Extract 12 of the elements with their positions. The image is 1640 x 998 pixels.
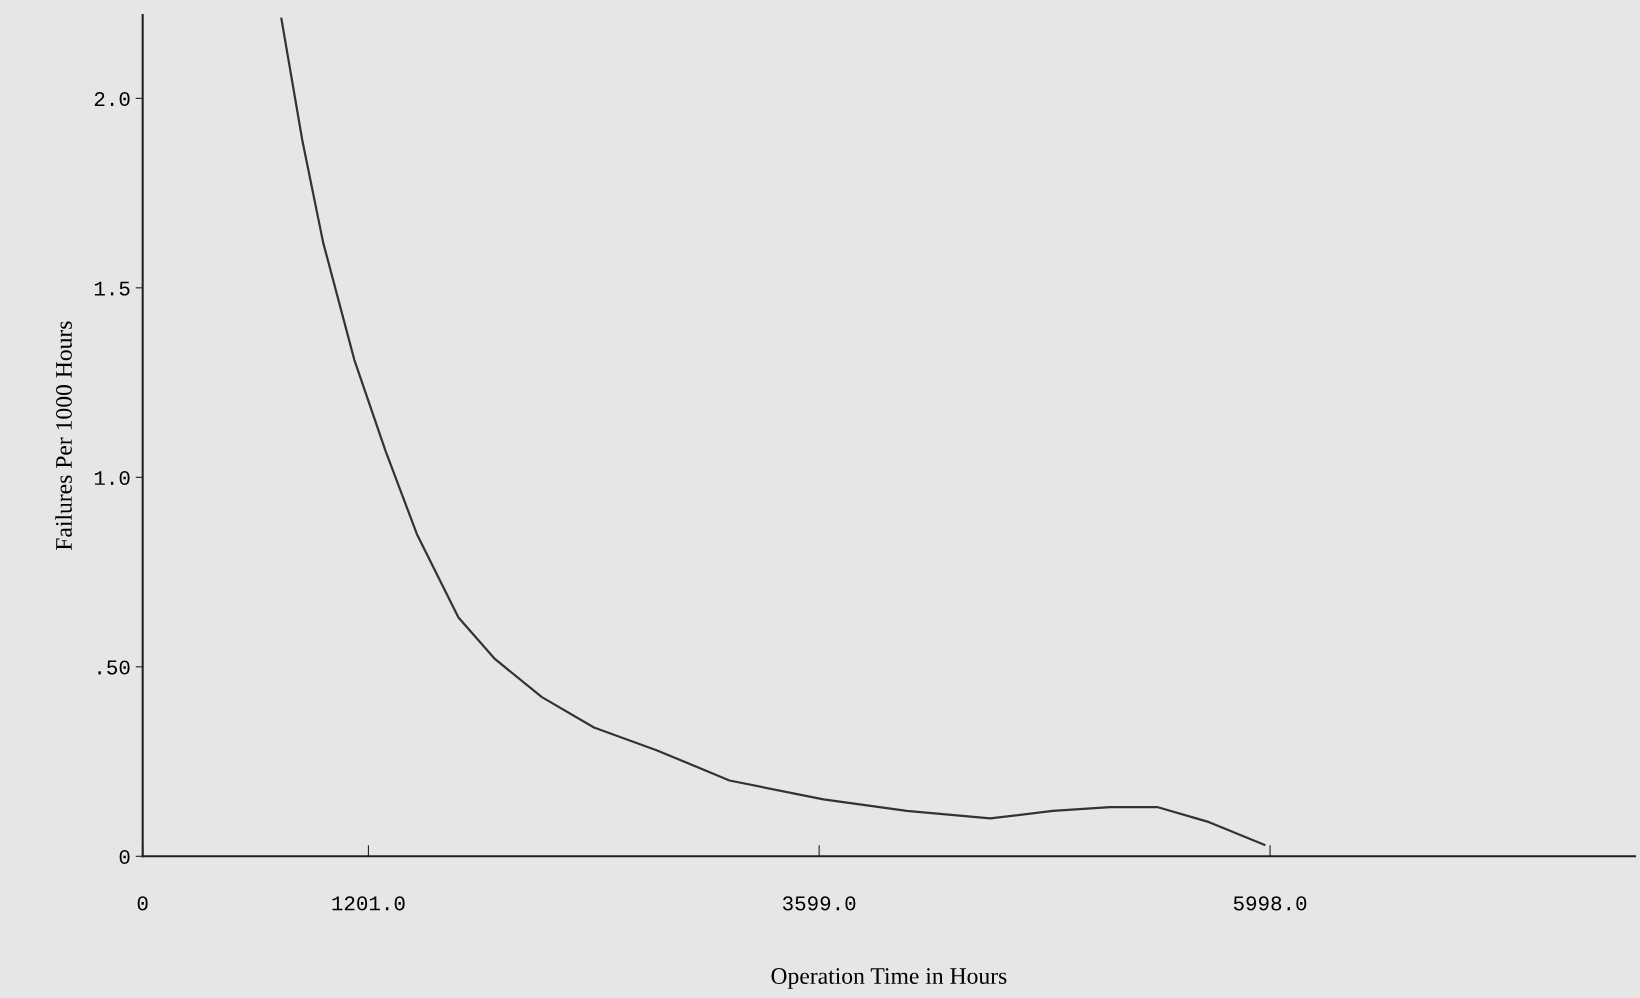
- x-axis-title: Operation Time in Hours: [771, 968, 1007, 989]
- y-tick-label: 1.5: [94, 281, 130, 296]
- y-axis-title: Failures Per 1000 Hours: [55, 321, 72, 551]
- y-tick-label: 1.0: [94, 470, 130, 486]
- x-tick-label: 5998.0: [1233, 896, 1307, 911]
- x-tick-label: 3599.0: [782, 896, 856, 911]
- line-series: [280, 17, 1266, 847]
- x-tick-label: 1201.0: [332, 896, 405, 911]
- x-tick-label: 0: [137, 896, 148, 911]
- y-tick-label: 2.0: [94, 91, 130, 107]
- y-tick-label: 0: [119, 849, 130, 865]
- y-tick-label: .50: [98, 660, 130, 675]
